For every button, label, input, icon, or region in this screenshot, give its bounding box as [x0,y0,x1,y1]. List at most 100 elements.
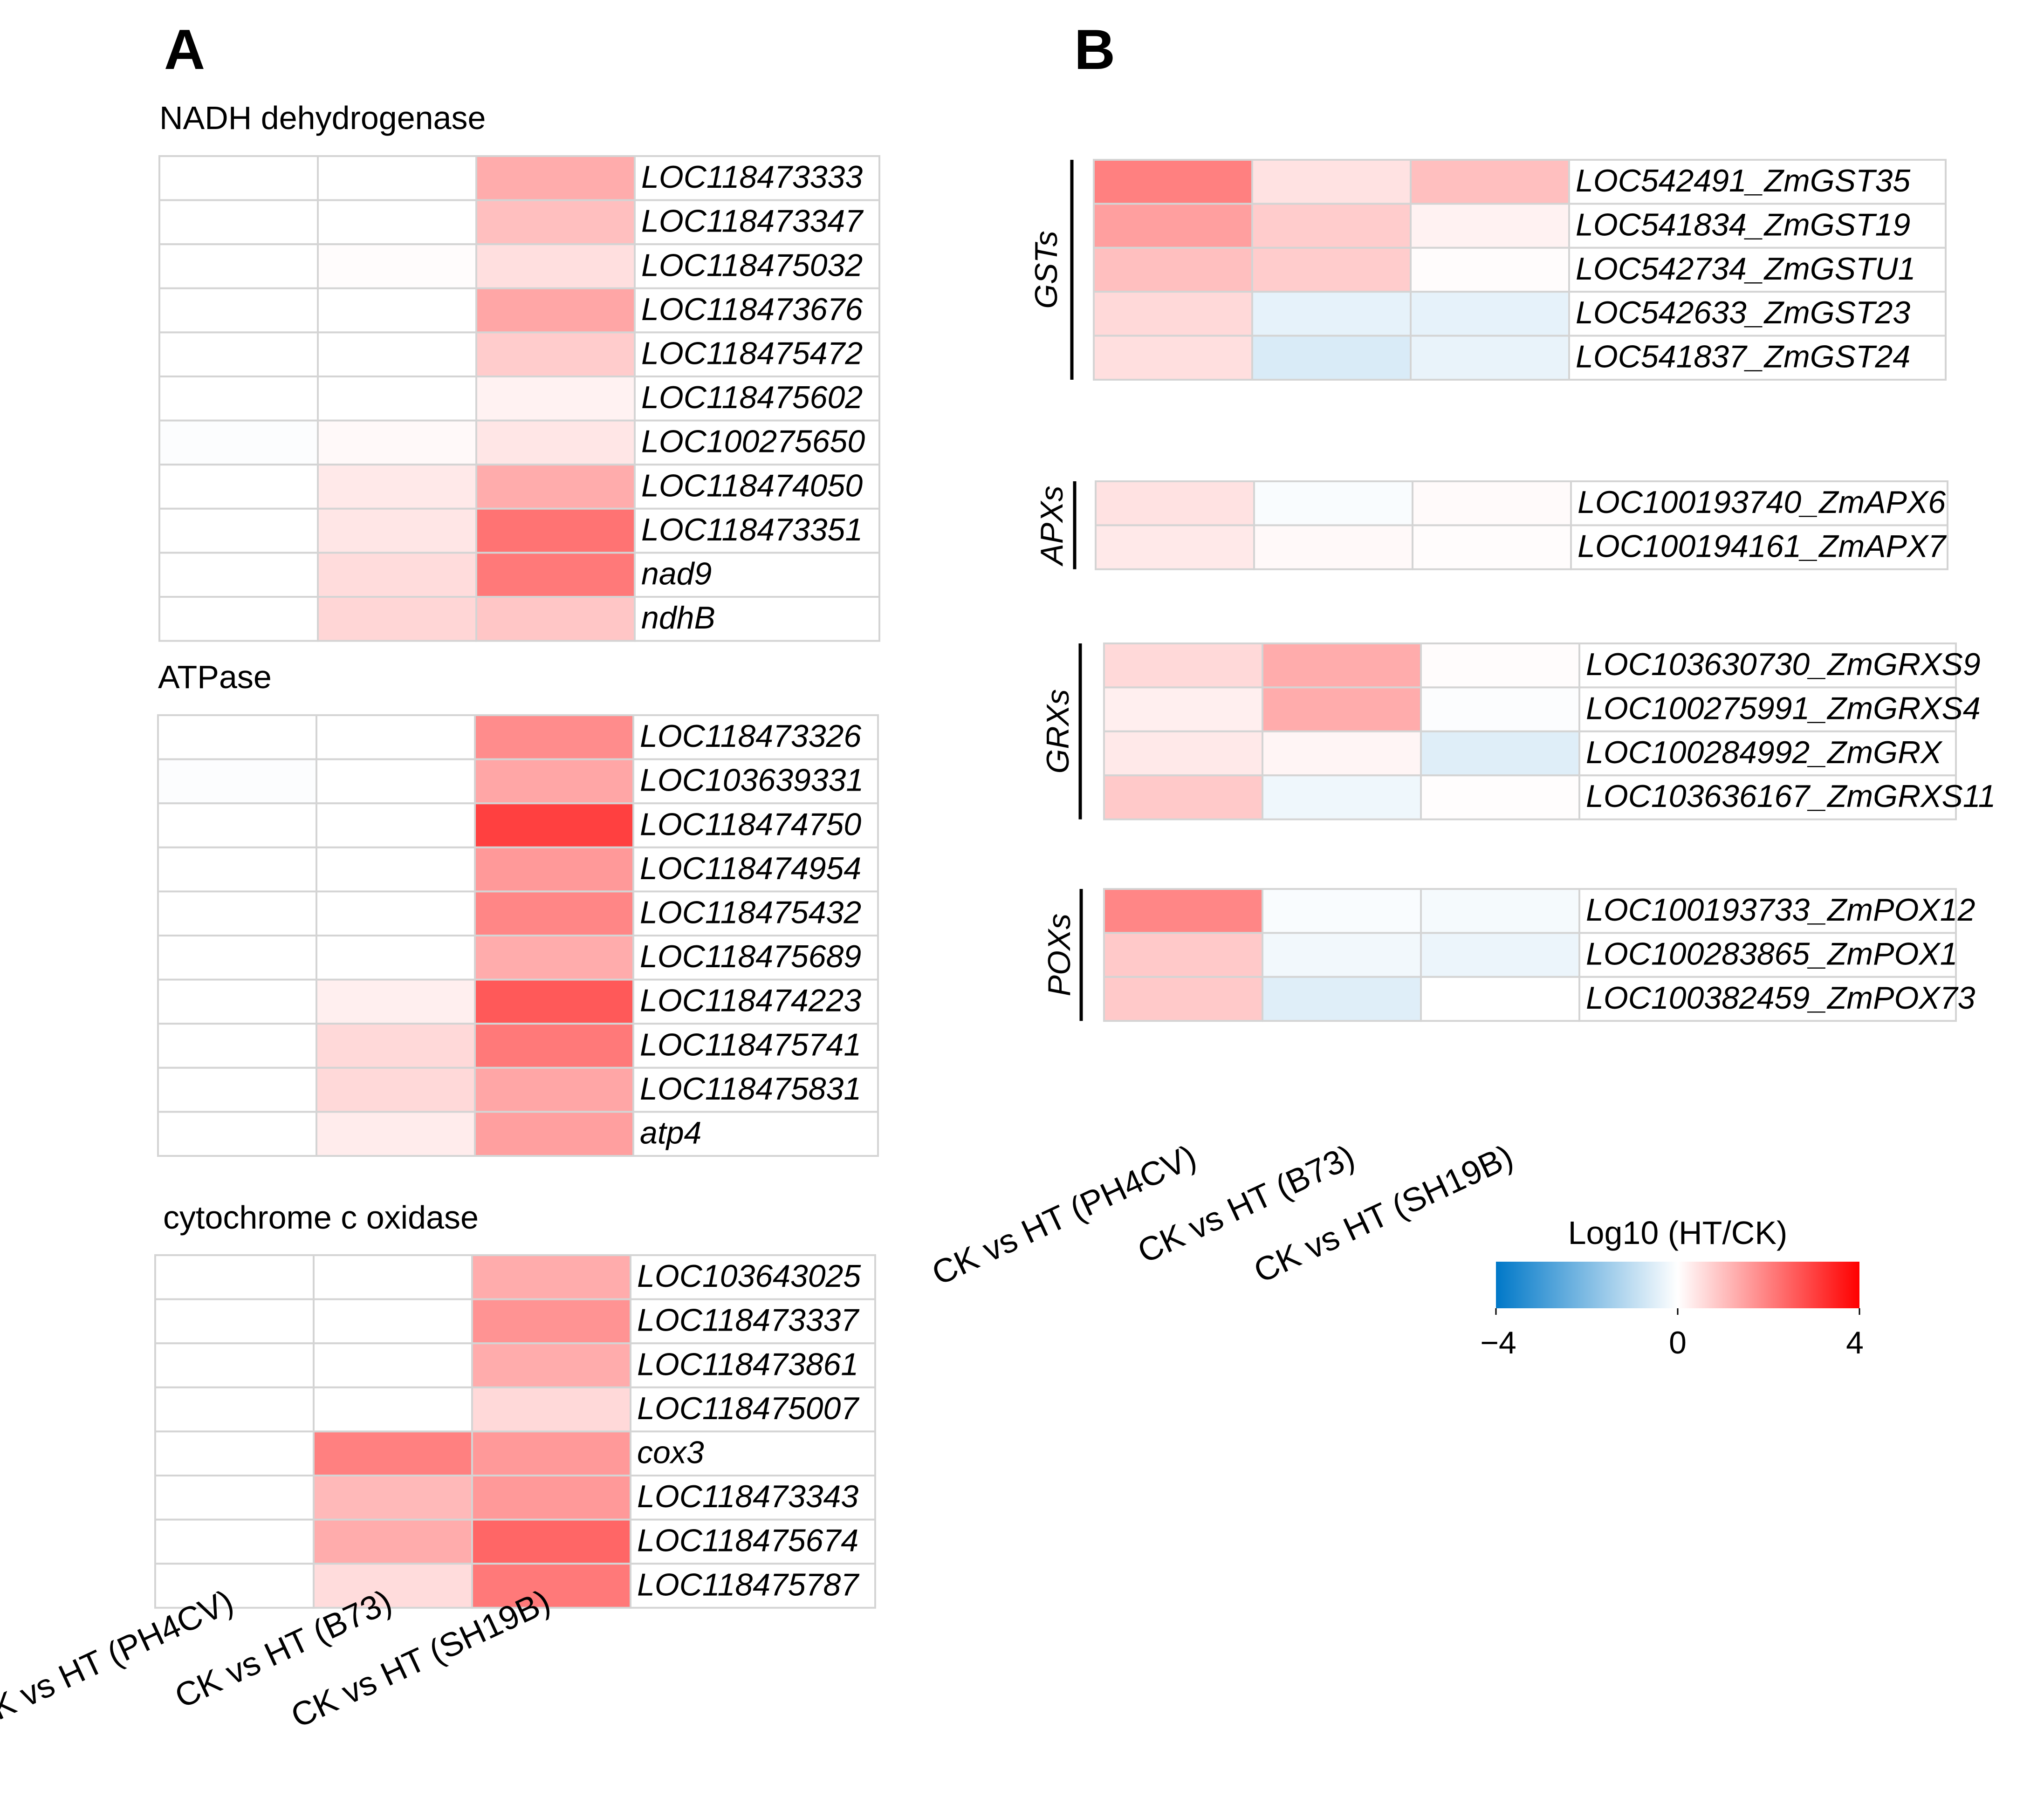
heatmap-cell [317,507,477,554]
row-label-box [1568,335,1947,381]
row-label-box [632,935,879,981]
heatmap-cell [1251,291,1412,337]
row-label: LOC118473343 [637,1479,858,1514]
row-label-box [634,464,880,510]
heatmap-cell [1253,480,1413,526]
row-label: LOC118475602 [641,380,863,415]
heatmap-cell [1093,335,1253,381]
row-label: LOC118475674 [637,1523,858,1558]
row-label: ndhB [641,600,715,636]
heatmap-cell [475,596,636,642]
row-label-box [630,1475,876,1521]
heatmap-cell [475,199,636,246]
colorbar-gradient [1496,1262,1859,1308]
heatmap-cell [1095,480,1255,526]
heatmap-cell [1262,932,1422,978]
row-label: LOC541834_ZmGST19 [1576,207,1910,242]
heatmap-cell [317,243,477,289]
heatmap-cell [1262,686,1422,732]
row-label-box [632,1023,879,1069]
row-label: LOC118473861 [637,1346,858,1382]
heatmap-cell [313,1254,473,1300]
heatmap-cell [1262,642,1422,689]
heatmap-cell [313,1475,473,1521]
row-label-box [630,1563,876,1609]
heatmap-cell [474,890,634,937]
heatmap-cell [154,1254,315,1300]
heatmap-cell [1251,203,1412,249]
block-title: ATPase [158,659,272,695]
heatmap-cell [157,846,317,893]
heatmap-cell [157,890,317,937]
row-label: LOC100382459_ZmPOX73 [1586,980,1975,1016]
heatmap-cell [1262,888,1422,934]
heatmap-cell [316,935,476,981]
heatmap-block-gsts: LOC542491_ZmGST35 LOC541834_ZmGST19 LOC542… [1029,159,1947,381]
heatmaps: LOC118473333 LOC118473347 LOC118475032 LOC1… [0,100,1996,1737]
heatmap-cell [313,1342,473,1388]
heatmap-cell [1420,774,1580,820]
row-label-box [632,1066,879,1113]
heatmap-cell [154,1430,315,1476]
heatmap-block-cytochrome-c-oxidase: LOC103643025 LOC118473337 LOC118473861 LOC1… [154,1199,876,1609]
heatmap-block-atpase: LOC118473326 LOC103639331 LOC118474750 LOC1… [157,659,879,1157]
heatmap-cell [471,1475,631,1521]
row-label-box [630,1298,876,1345]
row-label-box [1578,774,1957,820]
heatmap-cell [1103,730,1263,777]
heatmap-cell [1251,159,1412,205]
heatmap-cell [313,1518,473,1565]
group-label: APXs [1034,485,1070,567]
row-label: LOC118475787 [637,1567,859,1602]
row-label: LOC118474223 [640,983,861,1018]
row-label: LOC118474954 [640,851,861,886]
row-label: LOC118473333 [641,159,863,195]
heatmap-cell [158,596,319,642]
heatmap-cell [157,1066,317,1113]
heatmap-cell [313,1386,473,1433]
heatmap-cell [316,758,476,805]
heatmap-cell [1410,246,1570,293]
row-label: LOC118475689 [640,939,861,974]
row-label-box [1568,203,1947,249]
row-label: LOC118473351 [641,512,863,547]
heatmap-cell [1103,642,1263,689]
row-label: LOC100284992_ZmGRX [1586,735,1943,770]
group-label: POXs [1042,914,1077,997]
row-label-box [632,802,879,848]
panel-label-b: B [1074,18,1115,81]
row-label: LOC118475741 [640,1027,861,1062]
row-label-box [634,552,880,598]
heatmap-cell [158,464,319,510]
heatmap-cell [1103,932,1263,978]
heatmap-cell [1412,480,1572,526]
row-label: LOC118475032 [641,247,863,283]
heatmap-cell [1103,686,1263,732]
heatmap-cell [1420,976,1580,1022]
heatmap-cell [158,331,319,378]
heatmap-cell [158,507,319,554]
column-label: CK vs HT (SH19B) [1248,1138,1519,1290]
heatmap-block-grxs: LOC103630730_ZmGRXS9 LOC100275991_ZmGRXS4… [1040,642,1996,820]
heatmap-cell [474,846,634,893]
heatmap-cell [317,552,477,598]
heatmap-cell [471,1342,631,1388]
heatmap-cell [475,507,636,554]
row-label: LOC103639331 [640,763,864,798]
heatmap-cell [475,243,636,289]
colorbar-tick-mid: 0 [1669,1325,1687,1360]
colorbar-tick-max: 4 [1846,1325,1864,1360]
row-label: nad9 [641,556,712,592]
row-label-box [630,1430,876,1476]
heatmap-cell [1262,976,1422,1022]
row-label-box [632,978,879,1025]
heatmap-cell [158,155,319,201]
heatmap-cell [474,935,634,981]
row-label: LOC542491_ZmGST35 [1576,163,1910,198]
heatmap-cell [158,419,319,466]
heatmap-cell [1103,888,1263,934]
heatmap-cell [475,419,636,466]
row-label: atp4 [640,1115,701,1151]
heatmap-cell [157,935,317,981]
row-label: LOC118474050 [641,468,863,503]
